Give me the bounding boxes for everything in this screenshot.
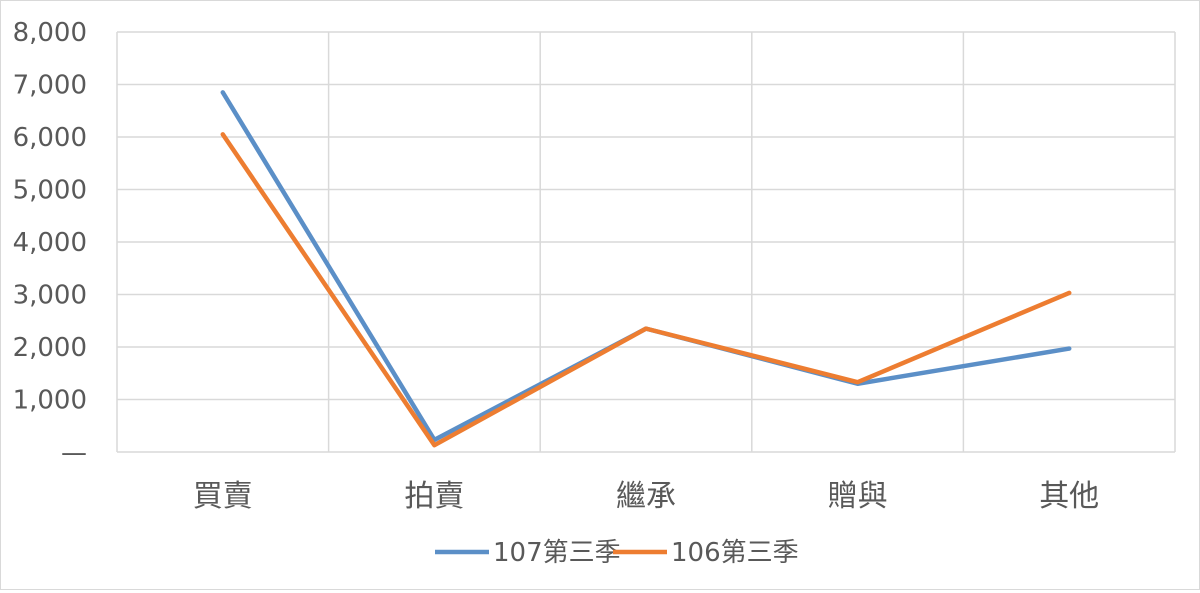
gridlines: [116, 31, 1176, 452]
series-line: [220, 90, 1072, 443]
y-tick-label: 7,000: [13, 71, 87, 101]
y-tick-label: 1,000: [13, 386, 87, 416]
series-line: [220, 132, 1072, 448]
legend-item: 106第三季: [613, 538, 799, 568]
data-point: [644, 326, 648, 331]
series-1: [220, 90, 1072, 443]
y-tick-label: —: [61, 438, 87, 468]
y-tick-label: 5,000: [13, 176, 87, 206]
series-lines: [220, 90, 1072, 448]
y-tick-label: 3,000: [13, 281, 87, 311]
x-axis-ticks: 買賣 拍賣 繼承 贈與 其他: [193, 479, 1099, 514]
data-point: [220, 132, 225, 137]
legend-label: 107第三季: [493, 538, 621, 568]
legend-item: 107第三季: [435, 538, 621, 568]
data-point: [1067, 290, 1072, 295]
data-point: [855, 380, 860, 385]
y-axis-ticks: — 1,000 2,000 3,000 4,000 5,000 6,000 7,000 8,00…: [13, 18, 87, 468]
data-point: [432, 443, 437, 448]
x-tick-label: 拍賣: [404, 479, 464, 514]
series-2: [220, 132, 1072, 448]
y-tick-label: 6,000: [13, 123, 87, 153]
y-tick-label: 4,000: [13, 228, 87, 258]
x-tick-label: 買賣: [193, 479, 253, 514]
x-tick-label: 贈與: [828, 479, 888, 514]
x-tick-label: 其他: [1039, 479, 1099, 514]
data-point: [220, 90, 225, 95]
data-point: [1067, 346, 1072, 351]
y-tick-label: 2,000: [13, 333, 87, 363]
x-tick-label: 繼承: [616, 479, 676, 514]
legend: 107第三季 106第三季: [435, 538, 799, 568]
y-tick-label: 8,000: [13, 18, 87, 48]
legend-label: 106第三季: [671, 538, 799, 568]
